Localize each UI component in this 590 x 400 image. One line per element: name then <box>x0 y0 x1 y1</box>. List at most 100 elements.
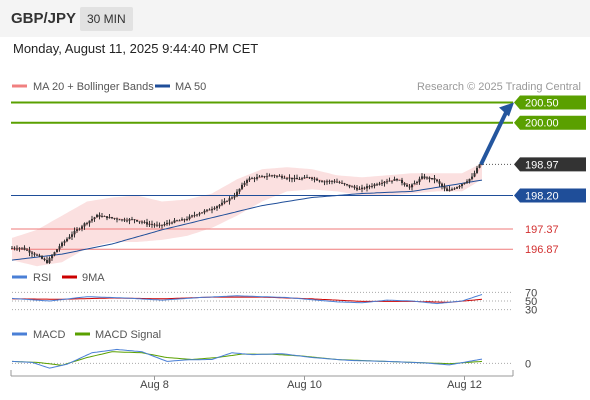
candle-body <box>11 248 13 249</box>
candle-body <box>131 219 133 221</box>
candle-body <box>418 178 421 183</box>
candle-body <box>321 181 323 183</box>
candle-body <box>318 180 321 182</box>
legend-label-rsi: RSI <box>33 272 51 284</box>
candle-body <box>368 186 371 187</box>
candle-body <box>96 214 98 218</box>
x-tick-label: Aug 8 <box>140 379 169 391</box>
candle-body <box>53 252 56 256</box>
candle-body <box>398 179 401 181</box>
candle-body <box>351 186 353 188</box>
candle-body <box>473 172 476 177</box>
candle-body <box>156 224 158 226</box>
level-label-resistance: 200.50 <box>525 98 559 110</box>
candle-body <box>251 178 253 180</box>
candle-body <box>248 178 251 181</box>
candle-body <box>411 184 413 188</box>
candle-body <box>258 176 261 178</box>
timeframe-button[interactable]: 30 MIN <box>80 7 133 31</box>
macd-panel: MACD MACD Signal 0 <box>11 329 531 370</box>
candle-body <box>393 178 396 181</box>
candle-body <box>478 164 481 168</box>
level-label-resistance: 200.00 <box>525 118 559 130</box>
candle-body <box>76 229 78 231</box>
candle-body <box>86 223 88 224</box>
candle-body <box>153 224 156 226</box>
candle-body <box>26 249 28 251</box>
candle-body <box>143 222 146 223</box>
candle-body <box>328 180 331 182</box>
candle-body <box>38 255 41 257</box>
candle-body <box>221 202 223 205</box>
candle-body <box>416 182 418 184</box>
candle-body <box>63 241 66 243</box>
candle-body <box>161 224 163 226</box>
level-label-support: 196.87 <box>525 244 559 256</box>
candle-body <box>261 176 263 177</box>
candle-body <box>288 177 291 179</box>
candle-body <box>343 183 346 185</box>
candle-body <box>426 177 428 179</box>
candle-body <box>151 224 153 225</box>
candle-body <box>123 219 126 221</box>
level-label-support: 197.37 <box>525 224 559 236</box>
header-bar: GBP/JPY 30 MIN <box>0 0 590 37</box>
candle-body <box>81 226 83 229</box>
candle-body <box>146 222 148 225</box>
candle-body <box>476 167 478 173</box>
candle-body <box>108 217 111 219</box>
forecast-arrow-head <box>499 102 514 117</box>
candle-body <box>16 248 18 250</box>
candle-body <box>308 177 311 179</box>
candle-body <box>253 178 256 180</box>
candle-body <box>471 176 473 179</box>
candle-body <box>341 182 343 184</box>
price-panel: MA 20 + Bollinger Bands MA 50 Research © 2… <box>11 81 586 267</box>
candle-body <box>391 180 393 182</box>
candle-body <box>116 218 118 220</box>
candle-body <box>441 183 443 187</box>
x-axis: Aug 8 Aug 10 Aug 12 <box>10 370 514 391</box>
rsi-ma-line <box>11 296 483 303</box>
macd-line <box>11 348 483 369</box>
x-tick-label: Aug 10 <box>287 379 322 391</box>
candle-body <box>118 219 121 221</box>
level-tag-pivot <box>514 188 586 203</box>
ma50-line <box>11 179 483 261</box>
candle-body <box>186 219 188 220</box>
candle-body <box>271 175 273 177</box>
candle-body <box>136 220 138 222</box>
forecast-arrow-shaft <box>479 109 509 166</box>
candle-body <box>216 206 218 209</box>
candle-body <box>268 175 271 177</box>
candle-body <box>168 222 171 224</box>
candle-body <box>246 180 248 183</box>
candle-body <box>68 236 71 239</box>
candle-body <box>198 213 201 215</box>
candle-body <box>138 221 141 223</box>
candle-body <box>58 246 61 250</box>
candle-body <box>126 220 128 222</box>
candle-body <box>278 175 281 177</box>
candle-body <box>56 249 58 253</box>
candle-body <box>103 216 106 217</box>
candle-body <box>446 188 448 192</box>
candle-body <box>121 219 123 221</box>
candle-body <box>306 177 308 178</box>
level-label-current: 198.97 <box>525 159 559 171</box>
candle-body <box>238 188 241 192</box>
candle-body <box>363 187 366 189</box>
candle-body <box>141 221 143 223</box>
level-tag-current <box>514 157 586 172</box>
candle-body <box>256 177 258 179</box>
candle-body <box>406 184 408 187</box>
rsi-level-label: 30 <box>525 305 537 317</box>
candle-body <box>348 184 351 187</box>
candle-body <box>218 204 221 207</box>
candle-body <box>301 178 303 180</box>
candle-body <box>171 222 173 224</box>
candle-body <box>286 178 288 180</box>
